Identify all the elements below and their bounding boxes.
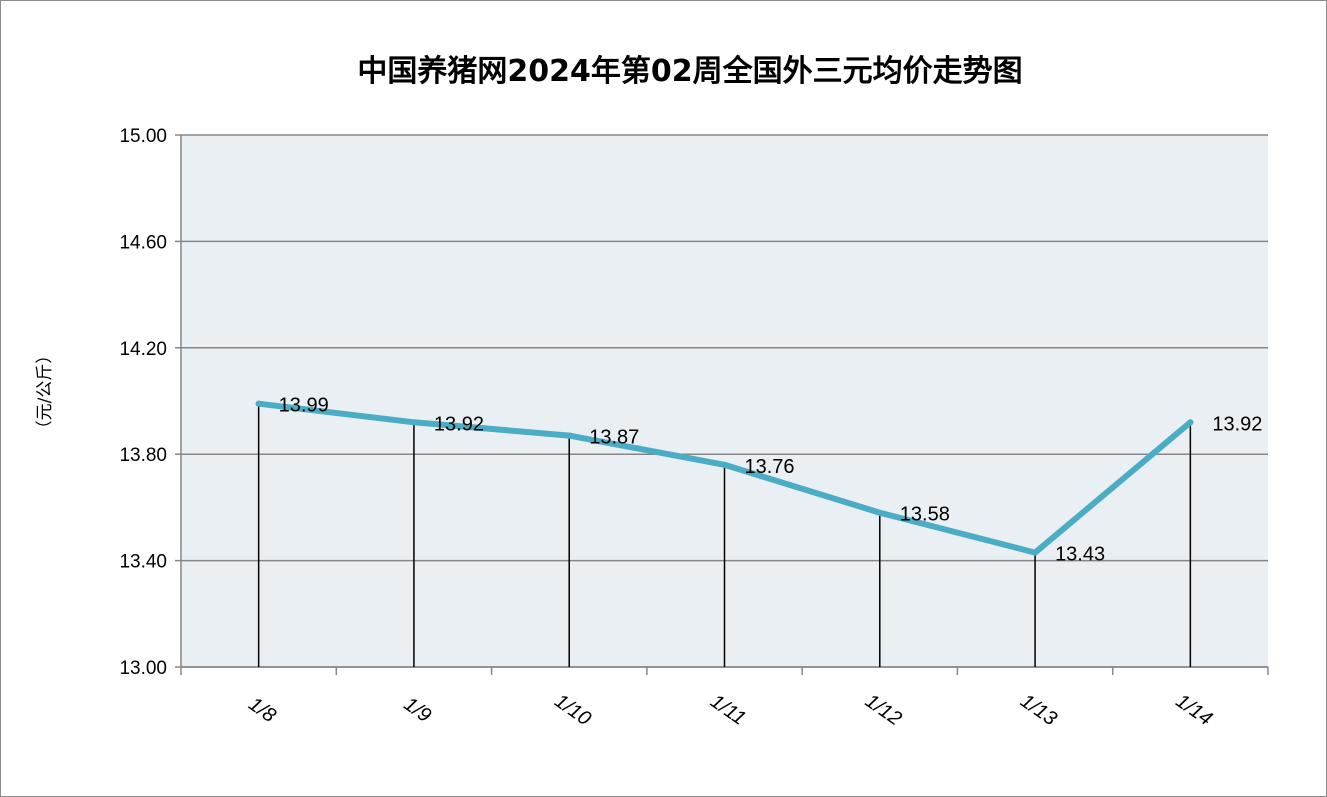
y-tick-label: 15.00 [119, 126, 167, 147]
data-label: 13.92 [1212, 413, 1262, 435]
data-point [1032, 549, 1039, 556]
data-label: 13.43 [1055, 544, 1105, 566]
chart-title: 中国养猪网2024年第02周全国外三元均价走势图 [357, 54, 1022, 89]
data-point [410, 419, 417, 426]
data-point [255, 400, 262, 407]
y-tick-label: 14.60 [119, 232, 167, 253]
x-tick-label: 1/12 [861, 690, 906, 730]
y-tick-label: 13.80 [119, 445, 167, 466]
x-tick-label: 1/10 [550, 690, 595, 730]
data-label: 13.92 [434, 413, 484, 435]
x-tick-label: 1/13 [1016, 690, 1061, 730]
x-tick-label: 1/9 [400, 693, 435, 727]
x-tick-label: 1/14 [1172, 690, 1217, 730]
data-label: 13.99 [279, 395, 329, 417]
x-tick-label: 1/11 [706, 690, 749, 730]
plot-area: 15.00 14.60 14.20 13.80 13.40 13.00 13.99 13.92… [119, 126, 1269, 730]
data-label: 13.76 [745, 456, 795, 478]
y-tick-label: 14.20 [119, 339, 167, 360]
y-tick-label: 13.40 [119, 552, 167, 573]
x-tick-label: 1/8 [244, 693, 279, 727]
data-point [721, 461, 728, 468]
y-axis-label: （元/公斤） [35, 347, 55, 438]
data-point [876, 509, 883, 516]
data-point [1187, 419, 1194, 426]
y-tick-label: 13.00 [119, 658, 167, 679]
data-label: 13.87 [589, 427, 639, 449]
data-point [566, 432, 573, 439]
data-label: 13.58 [900, 504, 950, 526]
